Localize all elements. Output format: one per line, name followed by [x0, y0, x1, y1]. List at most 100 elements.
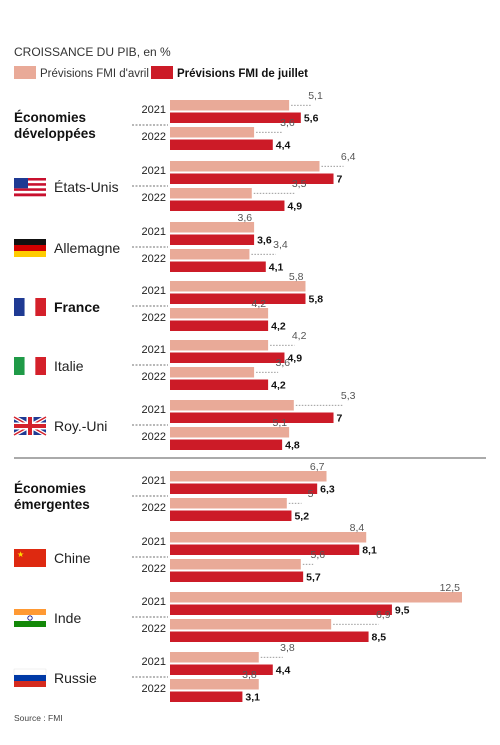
legend-swatch-july [151, 66, 173, 79]
chart-row: Économies émergentes 2021 6,7 6,3 2022 5 5,2 [14, 461, 335, 523]
value-label-april: 3,5 [292, 178, 307, 190]
svg-text:★: ★ [17, 550, 24, 559]
bar-april [170, 367, 255, 378]
bar-july [170, 510, 292, 521]
chart-row: Allemagne 2021 3,6 3,6 2022 3,4 4,1 [14, 212, 288, 274]
country-label: États-Unis [54, 179, 119, 195]
value-label-july: 4,2 [271, 380, 286, 392]
bar-july [170, 139, 273, 150]
bar-july [170, 379, 269, 390]
chart-row: Inde 2021 12,5 9,5 2022 6,9 8,5 [14, 582, 462, 644]
chart-row: Roy.-Uni 2021 5,3 7 2022 5,1 4,8 [13, 390, 356, 452]
bar-april [170, 400, 294, 411]
country-label: Russie [54, 670, 97, 686]
value-label-april: 8,4 [350, 522, 365, 534]
legend: Prévisions FMI d'avril Prévisions FMI de… [14, 66, 308, 80]
value-label-july: 4,4 [276, 665, 291, 677]
bar-april [170, 679, 259, 690]
country-label: Chine [54, 550, 91, 566]
year-label: 2021 [142, 226, 166, 238]
uk-flag-icon [13, 415, 47, 437]
value-label-july: 7 [337, 413, 343, 425]
legend-swatch-april [14, 66, 36, 79]
value-label-april: 6,9 [376, 609, 391, 621]
value-label-july: 5,8 [308, 294, 323, 306]
value-label-april: 3,6 [237, 212, 252, 224]
legend-label-april: Prévisions FMI d'avril [40, 68, 149, 80]
year-label: 2021 [142, 165, 166, 177]
value-label-july: 5,2 [294, 511, 309, 523]
group-label: Économies émergentes [14, 481, 90, 512]
year-label: 2022 [142, 623, 166, 635]
year-label: 2021 [142, 344, 166, 356]
year-label: 2021 [142, 475, 166, 487]
bar-july [170, 352, 285, 363]
value-label-july: 4,4 [276, 140, 291, 152]
country-label: Italie [54, 358, 84, 374]
value-label-july: 8,5 [372, 632, 387, 644]
bar-april [170, 340, 269, 351]
value-label-april: 3,6 [276, 357, 291, 369]
value-label-april: 3,4 [273, 239, 288, 251]
country-label: Allemagne [54, 240, 120, 256]
chart-title: CROISSANCE DU PIB, en % [14, 45, 171, 59]
year-label: 2022 [142, 371, 166, 383]
bar-april [170, 188, 252, 199]
bar-april [170, 592, 462, 603]
country-label: Inde [54, 610, 81, 626]
bar-july [170, 571, 304, 582]
year-label: 2021 [142, 285, 166, 297]
bar-april [170, 619, 332, 630]
value-label-april: 6,7 [310, 461, 325, 473]
value-label-july: 4,9 [287, 353, 302, 365]
chart-row: ★ Chine 2021 8,4 8,1 2022 5,6 5,7 [14, 522, 377, 584]
bar-april [170, 498, 287, 509]
value-label-april: 5 [308, 488, 314, 500]
value-label-april: 6,4 [341, 151, 356, 163]
bar-july [170, 631, 369, 642]
bar-july [170, 234, 255, 245]
value-label-april: 5,1 [273, 417, 288, 429]
bar-april [170, 281, 306, 292]
value-label-july: 4,1 [269, 262, 284, 274]
country-label: France [54, 299, 100, 315]
value-label-april: 3,8 [242, 669, 257, 681]
germany-flag-icon [14, 239, 46, 257]
value-label-july: 6,3 [320, 484, 335, 496]
group-label: Économies développées [14, 110, 96, 141]
year-label: 2022 [142, 563, 166, 575]
bar-july [170, 261, 266, 272]
bar-april [170, 652, 259, 663]
value-label-april: 3,8 [280, 642, 295, 654]
value-label-july: 3,1 [245, 692, 260, 704]
year-label: 2021 [142, 104, 166, 116]
chart-row: Russie 2021 3,8 4,4 2022 3,8 3,1 [13, 642, 295, 704]
year-label: 2022 [142, 192, 166, 204]
year-label: 2022 [142, 131, 166, 143]
france-flag-icon [14, 298, 46, 316]
value-label-april: 5,3 [341, 390, 356, 402]
value-label-july: 8,1 [362, 545, 377, 557]
bar-july [170, 412, 334, 423]
year-label: 2022 [142, 312, 166, 324]
value-label-july: 7 [337, 174, 343, 186]
legend-label-july: Prévisions FMI de juillet [177, 68, 308, 80]
value-label-july: 3,6 [257, 235, 272, 247]
bar-april [170, 308, 269, 319]
bar-july [170, 200, 285, 211]
chart-row: Italie 2021 4,2 4,9 2022 3,6 4,2 [14, 330, 307, 392]
china-flag-icon: ★ [14, 549, 46, 567]
bar-april [170, 532, 367, 543]
value-label-april: 5,8 [289, 271, 304, 283]
year-label: 2021 [142, 656, 166, 668]
bar-july [170, 173, 334, 184]
chart-rows: Économies développées 2021 5,1 5,6 2022 3,6 4,4… [13, 90, 462, 704]
value-label-april: 5,1 [308, 90, 323, 102]
year-label: 2022 [142, 431, 166, 443]
russia-flag-icon [13, 668, 47, 687]
bar-july [170, 691, 243, 702]
country-label: Roy.-Uni [54, 418, 107, 434]
us-flag-icon [14, 178, 46, 197]
bar-april [170, 559, 301, 570]
